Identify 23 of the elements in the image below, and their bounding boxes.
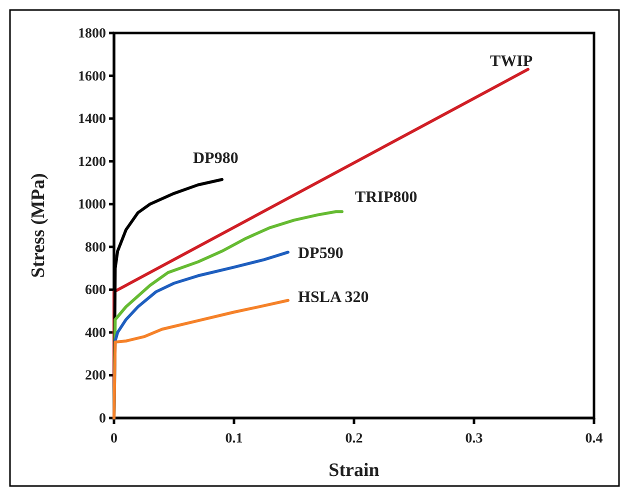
y-tick-label: 1800 (78, 26, 106, 42)
x-axis-title: Strain (328, 460, 380, 481)
x-tick-label: 0.4 (585, 431, 603, 446)
series-label: HSLA 320 (298, 289, 369, 306)
y-tick-label: 400 (85, 326, 106, 341)
line-series (112, 298, 290, 420)
y-tick-label: 1200 (78, 154, 106, 170)
y-tick-label: 0 (99, 411, 106, 426)
y-tick-label: 1000 (78, 198, 106, 213)
x-tick-label: 0.3 (465, 431, 483, 446)
y-tick-label: 600 (85, 283, 106, 298)
y-tick-label: 200 (85, 368, 106, 384)
x-tick-label: 0 (110, 431, 118, 446)
series-label: DP980 (193, 150, 238, 167)
y-axis-title: Stress (MPa) (28, 173, 49, 278)
y-tick-label: 1400 (78, 112, 106, 128)
x-tick-label: 0.1 (225, 431, 243, 446)
series-label: TRIP800 (355, 189, 418, 206)
y-tick-label: 800 (85, 240, 106, 256)
x-tick-label: 0.2 (345, 431, 363, 446)
series-label: TWIP (490, 53, 533, 70)
y-tick-label: 1600 (78, 69, 106, 84)
series-label: DP590 (298, 245, 344, 262)
